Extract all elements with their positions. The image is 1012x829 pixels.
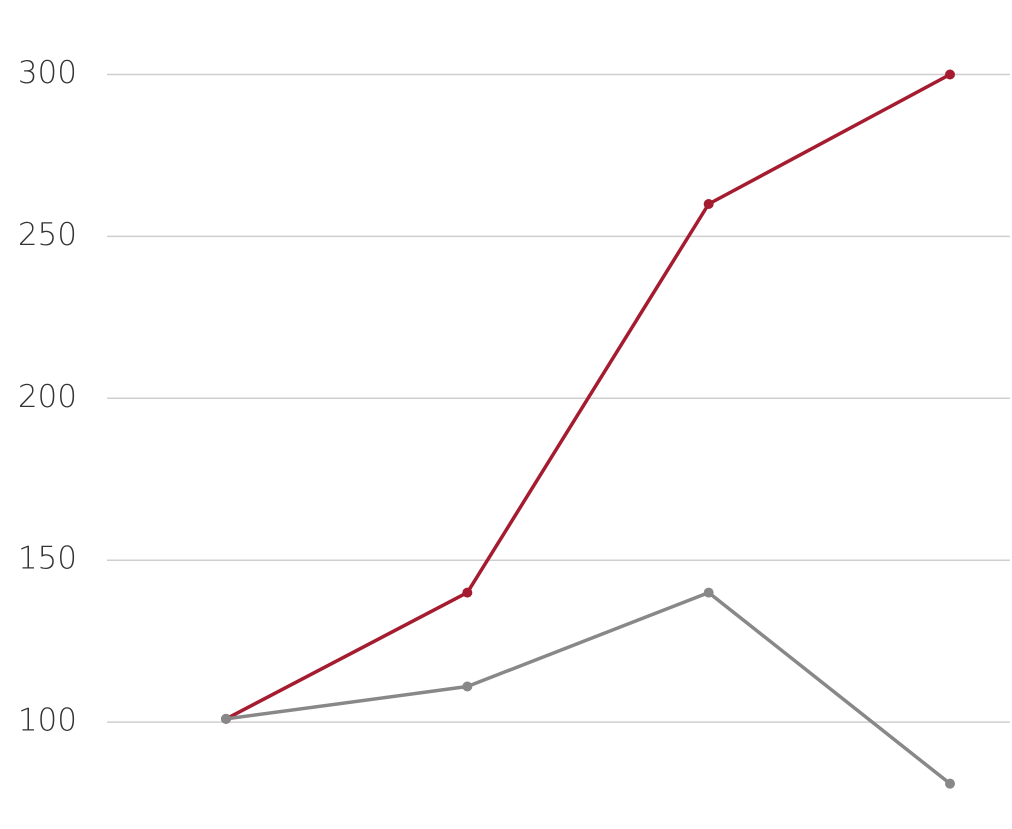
- series-line: [225, 590, 952, 786]
- y-tick-label: 300: [18, 55, 77, 91]
- point: [221, 713, 231, 724]
- y-tick-label: 100: [18, 703, 77, 739]
- point: [462, 587, 473, 598]
- point: [703, 587, 714, 598]
- point: [703, 199, 714, 210]
- y-tick-label: 150: [18, 541, 77, 577]
- y-tick-label: 200: [18, 379, 77, 415]
- series-line: [225, 72, 951, 721]
- point: [945, 69, 955, 80]
- point: [945, 778, 955, 789]
- y-tick-label: 250: [18, 217, 77, 253]
- point: [462, 681, 473, 692]
